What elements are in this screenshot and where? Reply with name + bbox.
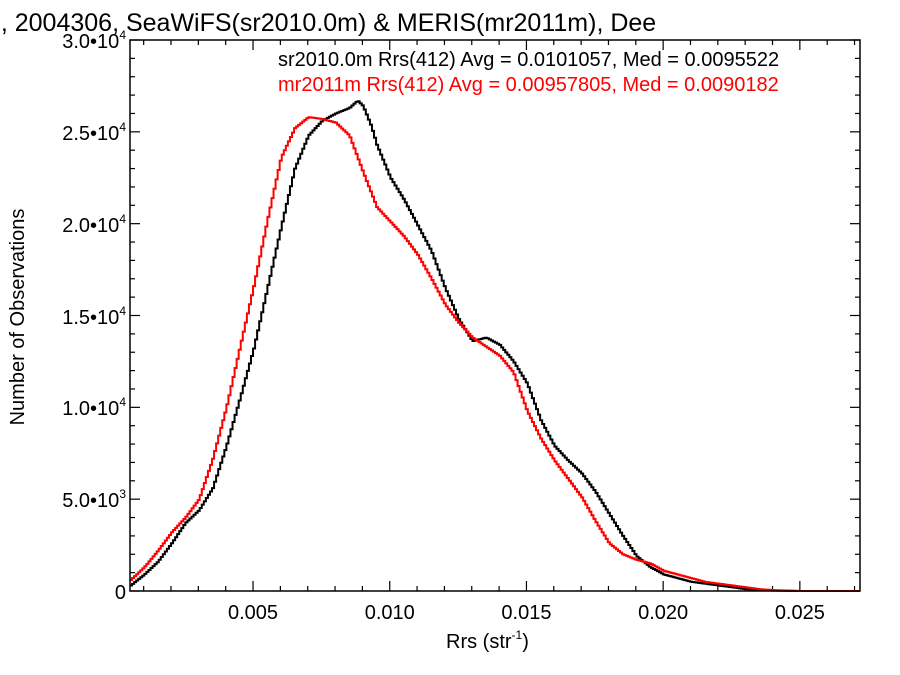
y-tick-label: 1.5•104 (62, 303, 126, 329)
legend-entry-mr2011: mr2011m Rrs(412) Avg = 0.00957805, Med =… (278, 74, 779, 96)
x-axis-label-suffix: ) (522, 631, 529, 653)
x-tick-label: 0.025 (774, 602, 825, 624)
chart-title: s(412), 2004306, SeaWiFS(sr2010.0m) & ME… (0, 9, 657, 37)
series-layer (130, 100, 860, 592)
y-tick-label: 1.0•104 (62, 395, 126, 421)
x-tick-label: 0.005 (228, 602, 279, 624)
x-tick-label: 0.020 (638, 602, 689, 624)
x-axis-label: Rrs (str-1) (446, 628, 529, 653)
legend-entry-sr2010: sr2010.0m Rrs(412) Avg = 0.0101057, Med … (278, 49, 780, 71)
x-tick-label: 0.010 (364, 602, 415, 624)
y-tick-label: 2.0•104 (62, 211, 126, 237)
plot-frame (129, 39, 861, 592)
tick-marks (130, 39, 860, 592)
x-axis-label-text: Rrs (str (446, 631, 512, 653)
x-tick-label: 0.015 (501, 602, 552, 624)
y-tick-label: 5.0•103 (62, 487, 126, 513)
y-tick-label: 3.0•104 (62, 28, 126, 53)
series-line-sr2010.0m (130, 100, 860, 592)
y-tick-label: 2.5•104 (62, 119, 126, 145)
x-axis-label-exponent: -1 (511, 628, 523, 642)
y-tick-label: 0 (114, 582, 126, 604)
series-line-mr2011m (130, 116, 860, 592)
